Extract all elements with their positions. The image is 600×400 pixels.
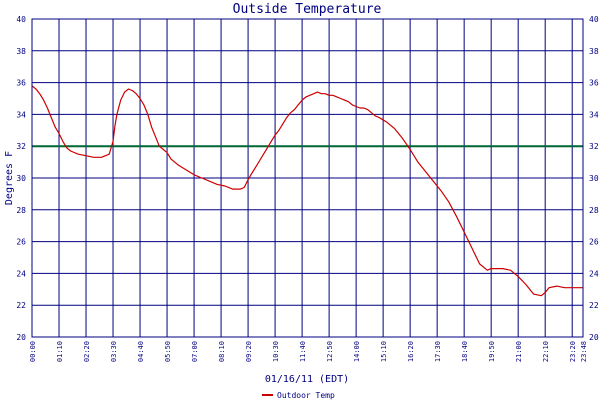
y-tick-left-32: 32 [16, 142, 26, 151]
y-tick-right-22: 22 [589, 301, 599, 310]
x-tick-2: 02:20 [83, 341, 91, 362]
y-tick-left-30: 30 [16, 174, 26, 183]
x-tick-18: 21:00 [515, 341, 523, 362]
x-tick-3: 03:30 [110, 341, 118, 362]
legend-label: Outdoor Temp [277, 391, 335, 400]
legend: Outdoor Temp [262, 391, 335, 400]
y-axis-label: Degrees F [4, 151, 15, 205]
x-tick-0: 00:00 [29, 341, 37, 362]
y-tick-left-36: 36 [16, 79, 26, 88]
y-tick-right-40: 40 [589, 15, 599, 24]
y-tick-right-38: 38 [589, 47, 599, 56]
y-tick-left-38: 38 [16, 47, 26, 56]
y-tick-right-34: 34 [589, 110, 599, 119]
y-tick-left-24: 24 [16, 269, 26, 278]
series-line-0 [31, 85, 583, 297]
y-tick-right-30: 30 [589, 174, 599, 183]
series-group [31, 85, 583, 297]
x-tick-16: 18:40 [461, 341, 469, 362]
y-tick-left-28: 28 [16, 206, 26, 215]
x-tick-10: 11:40 [299, 341, 307, 362]
x-tick-13: 15:10 [380, 341, 388, 362]
y-tick-right-32: 32 [589, 142, 599, 151]
x-tick-4: 04:40 [137, 341, 145, 362]
x-tick-9: 10:30 [272, 341, 280, 362]
y-tick-left-34: 34 [16, 110, 26, 119]
y-tick-left-22: 22 [16, 301, 26, 310]
y-tick-left-40: 40 [16, 15, 26, 24]
x-tick-6: 07:00 [191, 341, 199, 362]
x-axis-ticks: 00:00 01:10 02:20 03:30 04:40 05:50 07:00 08:10… [29, 341, 588, 362]
y-axis-left-ticks: 20 22 24 26 28 30 32 34 36 38 40 [16, 15, 26, 342]
x-tick-19: 22:10 [542, 341, 550, 362]
x-tick-12: 14:00 [353, 341, 361, 362]
y-tick-right-24: 24 [589, 269, 599, 278]
plot-border [31, 18, 584, 338]
y-tick-right-20: 20 [589, 333, 599, 342]
x-tick-5: 05:50 [164, 341, 172, 362]
x-tick-20: 23:20 [569, 341, 577, 362]
y-tick-right-28: 28 [589, 206, 599, 215]
chart-title: Outside Temperature [233, 2, 382, 17]
x-tick-1: 01:10 [56, 341, 64, 362]
x-tick-14: 16:20 [407, 341, 415, 362]
x-tick-11: 12:50 [326, 341, 334, 362]
x-axis-label: 01/16/11 (EDT) [265, 374, 349, 385]
x-tick-17: 19:50 [488, 341, 496, 362]
y-tick-left-26: 26 [16, 238, 26, 247]
y-axis-right-ticks: 20 22 24 26 28 30 32 34 36 38 40 [589, 15, 599, 342]
y-tick-right-36: 36 [589, 79, 599, 88]
x-tick-8: 09:20 [245, 341, 253, 362]
x-tick-21: 23:48 [580, 341, 588, 362]
x-tick-7: 08:10 [218, 341, 226, 362]
y-tick-left-20: 20 [16, 333, 26, 342]
x-tick-15: 17:30 [434, 341, 442, 362]
y-tick-right-26: 26 [589, 238, 599, 247]
